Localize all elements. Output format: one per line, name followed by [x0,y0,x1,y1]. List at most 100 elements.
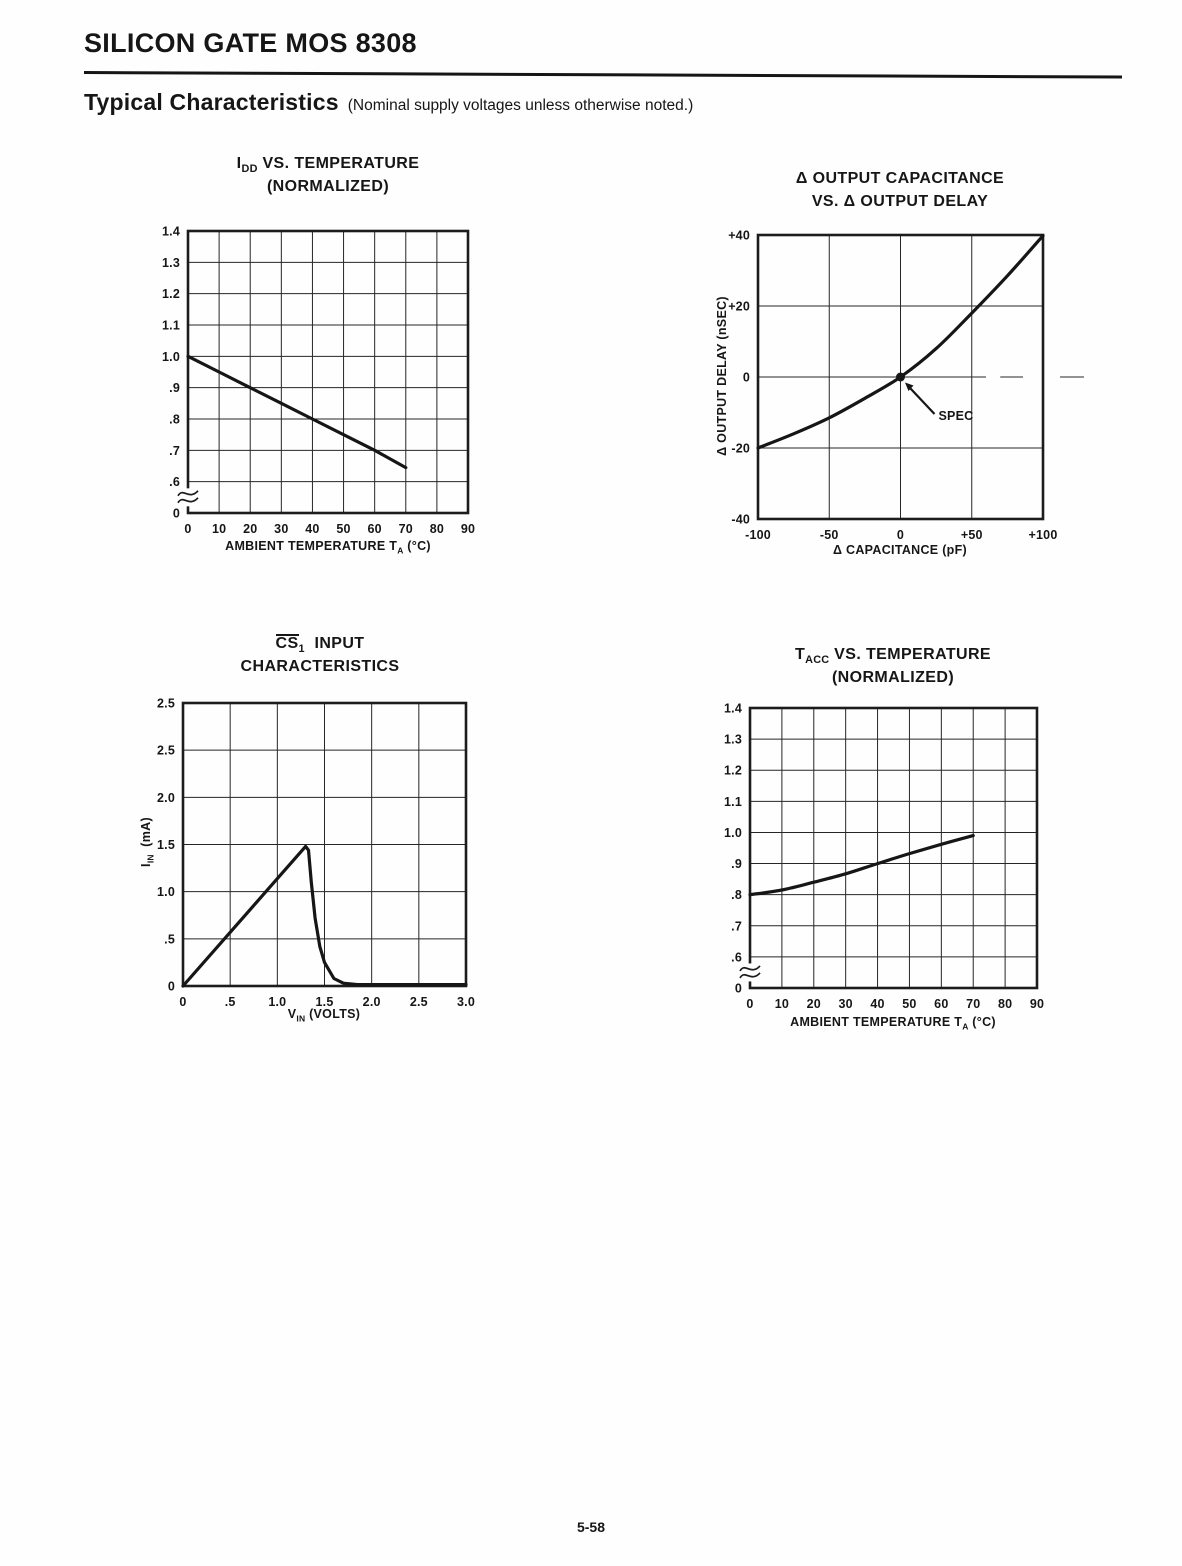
svg-text:.9: .9 [731,857,742,871]
chart-title-line: VS. Δ OUTPUT DELAY [811,193,989,210]
svg-text:1.5: 1.5 [316,995,334,1009]
svg-text:40: 40 [305,522,319,536]
svg-text:+50: +50 [961,528,983,542]
idd-vs-temperature-plot: 1.4 1.3 1.2 1.1 1.0 .9 .8 .7 .6 00 10 20 30 40 50 60 70 8… [162,225,475,537]
svg-text:50: 50 [902,997,916,1011]
svg-text:1.2: 1.2 [724,764,742,778]
chart-title: Δ OUTPUT CAPACITANCE VS. Δ OUTPUT DELAY [730,167,1070,213]
axis-break-icon [177,488,199,507]
section-title: Typical Characteristics [84,89,339,115]
svg-text:.5: .5 [225,995,236,1009]
grid-lines [758,235,1084,519]
svg-text:1.0: 1.0 [724,826,742,840]
svg-text:1.5: 1.5 [157,838,175,852]
svg-text:.8: .8 [169,413,180,427]
y-tick-labels: 1.4 1.3 1.2 1.1 1.0 .9 .8 .7 .6 0 [162,225,180,521]
x-tick-labels: 0 .5 1.0 1.5 2.0 2.5 3.0 [179,995,475,1009]
plot-border [748,706,1039,990]
svg-text:90: 90 [461,522,475,536]
y-tick-labels: 2.5 2.5 2.0 1.5 1.0 .5 0 [157,697,175,994]
series-line [181,844,468,988]
plot-border [181,701,468,988]
x-axis-label: Δ CAPACITANCE (pF) [832,543,968,557]
svg-text:+20: +20 [728,300,750,314]
svg-text:70: 70 [399,522,413,536]
chart-title-line: IDD VS. TEMPERATURE [236,155,420,176]
svg-text:50: 50 [336,522,350,536]
plot-border [186,229,470,515]
plot-border [756,233,1045,521]
svg-text:1.4: 1.4 [162,225,180,239]
svg-text:.7: .7 [731,919,742,933]
svg-text:.6: .6 [731,950,742,964]
svg-text:0: 0 [173,507,180,521]
x-axis-label: AMBIENT TEMPERATURE TA (°C) [790,1015,996,1032]
chart-title-line: (NORMALIZED) [266,178,390,195]
arrow-head-icon [905,382,914,391]
svg-text:60: 60 [934,997,948,1011]
svg-text:-20: -20 [731,442,750,456]
svg-text:.8: .8 [731,888,742,902]
svg-text:+40: +40 [728,229,750,243]
svg-text:2.5: 2.5 [157,697,175,711]
svg-text:2.0: 2.0 [363,995,381,1009]
svg-text:1.4: 1.4 [724,702,742,716]
tacc-vs-temperature-plot: 1.4 1.3 1.2 1.1 1.0 .9 .8 .7 .6 00 10 20 30 40 50 60 70 8… [724,702,1044,1012]
x-axis-label: VIN (VOLTS) [287,1007,361,1024]
svg-text:0: 0 [735,982,742,996]
svg-text:.9: .9 [169,381,180,395]
svg-text:1.0: 1.0 [162,350,180,364]
spec-annotation: SPEC [896,372,974,423]
chart-title: IDD VS. TEMPERATURE (NORMALIZED) [158,152,498,198]
svg-text:80: 80 [430,522,444,536]
svg-text:-40: -40 [731,513,750,527]
svg-text:10: 10 [775,997,789,1011]
svg-text:40: 40 [870,997,884,1011]
spec-label: SPEC [939,409,974,423]
x-tick-labels: 0 10 20 30 40 50 60 70 80 90 [184,522,475,536]
grid-lines [188,231,468,513]
svg-text:1.1: 1.1 [162,319,180,333]
svg-text:1.0: 1.0 [268,995,286,1009]
chart-title-line: TACC VS. TEMPERATURE [794,646,992,667]
svg-text:20: 20 [243,522,257,536]
chart-title: CS1 INPUT CHARACTERISTICS [150,632,490,678]
svg-text:.6: .6 [169,475,180,489]
grid-lines [183,703,466,986]
chart-title: TACC VS. TEMPERATURE (NORMALIZED) [723,643,1063,689]
svg-text:70: 70 [966,997,980,1011]
chart-title-line: (NORMALIZED) [831,669,955,686]
svg-text:0: 0 [743,371,750,385]
svg-text:.5: .5 [164,932,175,946]
svg-text:1.3: 1.3 [724,733,742,747]
x-axis-label: AMBIENT TEMPERATURE TA (°C) [225,539,431,556]
svg-text:0: 0 [184,522,191,536]
series-line [748,834,975,897]
svg-text:-50: -50 [820,528,839,542]
section-heading: Typical Characteristics (Nominal supply v… [84,89,693,116]
y-tick-labels: 1.4 1.3 1.2 1.1 1.0 .9 .8 .7 .6 0 [724,702,742,996]
svg-text:2.5: 2.5 [157,744,175,758]
x-tick-labels: -100 -50 0 +50 +100 [745,528,1057,542]
svg-text:0: 0 [897,528,904,542]
page-number: 5-58 [576,1519,606,1535]
svg-text:80: 80 [998,997,1012,1011]
chart-title-line: CS1 INPUT [275,634,365,656]
svg-text:10: 10 [212,522,226,536]
svg-text:2.5: 2.5 [410,995,428,1009]
cs1-input-characteristics-plot: 2.5 2.5 2.0 1.5 1.0 .5 00 .5 1.0 1.5 2.0 2.5 3.0 [157,697,475,1010]
svg-text:1.1: 1.1 [724,795,742,809]
svg-text:1.3: 1.3 [162,256,180,270]
output-capacitance-vs-delay-plot: +40 +20 0 -20 -40-100 -50 0 +50 +100 SPEC [728,229,1084,542]
svg-text:3.0: 3.0 [457,995,475,1009]
axis-break-icon [739,963,761,982]
page-title: SILICON GATE MOS 8308 [84,28,417,58]
svg-text:30: 30 [839,997,853,1011]
section-note: (Nominal supply voltages unless otherwis… [347,97,694,114]
series-line [186,354,408,470]
chart-title-line: CHARACTERISTICS [240,658,400,675]
svg-text:-100: -100 [745,528,771,542]
svg-text:0: 0 [746,997,753,1011]
svg-text:0: 0 [168,980,175,994]
